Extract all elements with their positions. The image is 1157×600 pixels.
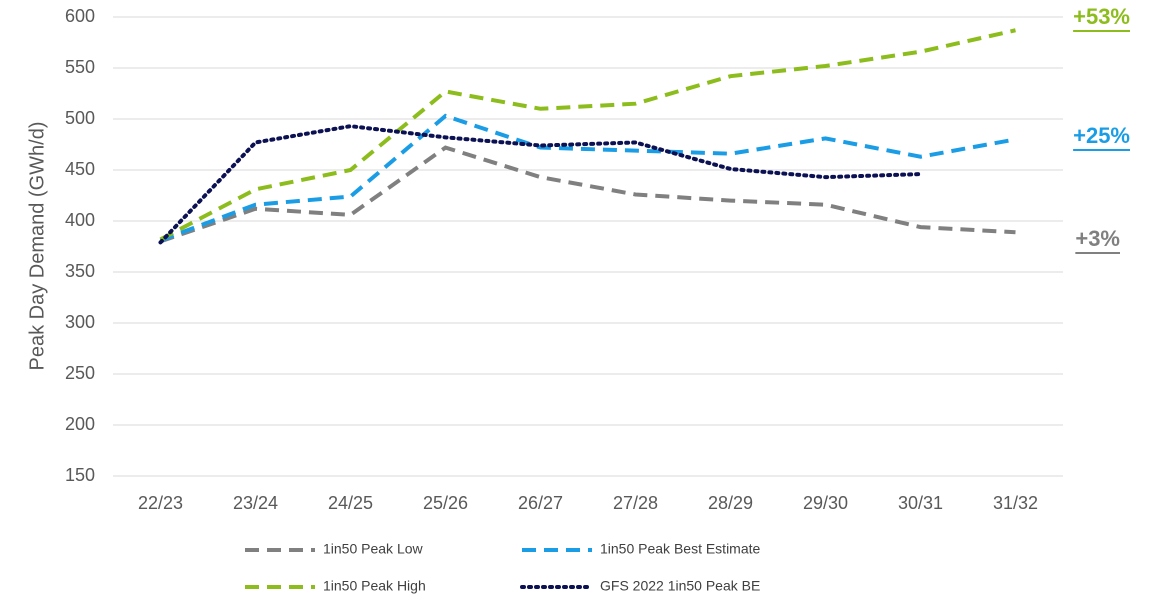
y-tick-label: 150 bbox=[65, 465, 95, 485]
x-tick-label: 24/25 bbox=[328, 493, 373, 513]
x-tick-label: 27/28 bbox=[613, 493, 658, 513]
annotation: +3% bbox=[1075, 226, 1120, 251]
y-axis-label: Peak Day Demand (GWh/d) bbox=[26, 122, 48, 371]
x-tick-label: 29/30 bbox=[803, 493, 848, 513]
x-tick-label: 26/27 bbox=[518, 493, 563, 513]
x-tick-label: 30/31 bbox=[898, 493, 943, 513]
legend-label: 1in50 Peak High bbox=[323, 578, 426, 594]
series-line bbox=[159, 28, 1016, 242]
series-line bbox=[158, 124, 923, 245]
series-line bbox=[159, 145, 1016, 244]
annotation: +53% bbox=[1073, 4, 1130, 29]
series-line bbox=[159, 113, 1016, 243]
y-tick-label: 500 bbox=[65, 108, 95, 128]
legend-label: GFS 2022 1in50 Peak BE bbox=[600, 578, 760, 594]
legend-label: 1in50 Peak Best Estimate bbox=[600, 541, 761, 557]
y-tick-label: 550 bbox=[65, 57, 95, 77]
y-tick-label: 400 bbox=[65, 210, 95, 230]
x-tick-label: 25/26 bbox=[423, 493, 468, 513]
y-tick-label: 600 bbox=[65, 6, 95, 26]
x-tick-label: 28/29 bbox=[708, 493, 753, 513]
x-tick-label: 31/32 bbox=[993, 493, 1038, 513]
annotation: +25% bbox=[1073, 123, 1130, 148]
y-tick-label: 300 bbox=[65, 312, 95, 332]
x-tick-label: 23/24 bbox=[233, 493, 278, 513]
y-tick-label: 250 bbox=[65, 363, 95, 383]
legend-label: 1in50 Peak Low bbox=[323, 541, 424, 557]
y-tick-label: 350 bbox=[65, 261, 95, 281]
x-tick-label: 22/23 bbox=[138, 493, 183, 513]
y-tick-label: 450 bbox=[65, 159, 95, 179]
y-tick-label: 200 bbox=[65, 414, 95, 434]
